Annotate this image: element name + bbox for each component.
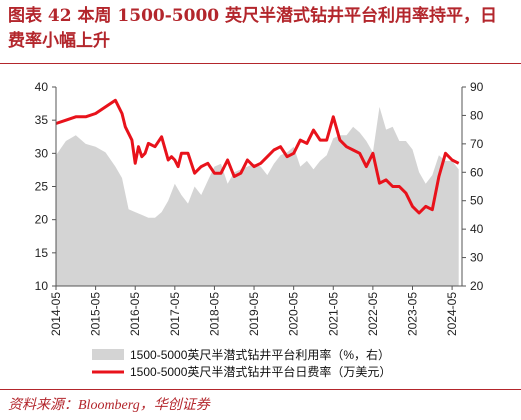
right-tick-label: 40: [470, 222, 484, 236]
x-tick-label: 2017-05: [168, 292, 182, 336]
x-tick-label: 2024-05: [445, 292, 459, 336]
right-tick-label: 80: [470, 108, 484, 122]
chart-svg: 10 15 20 25 30 35 40 20 30 40 50 60 70 80 90 2014-05 201…: [35, 80, 484, 379]
x-tick-label: 2019-05: [247, 292, 261, 336]
left-tick-label: 40: [35, 80, 49, 94]
left-tick-label: 10: [35, 279, 49, 293]
right-tick-label: 90: [470, 80, 484, 94]
source-divider: [0, 389, 521, 390]
right-tick-label: 70: [470, 137, 484, 151]
right-tick-label: 30: [470, 251, 484, 265]
x-tick-label: 2015-05: [89, 292, 103, 336]
x-tick-label: 2020-05: [287, 292, 301, 336]
legend-label-dayrate: 1500-5000英尺半潜式钻井平台日费率（万美元）: [130, 364, 391, 379]
title-divider: [0, 63, 521, 64]
legend-label-utilization: 1500-5000英尺半潜式钻井平台利用率（%，右）: [130, 347, 390, 362]
right-tick-label: 50: [470, 194, 484, 208]
dayrate-line: [55, 98, 460, 215]
left-tick-label: 20: [35, 213, 49, 227]
x-tick-label: 2023-05: [405, 292, 419, 336]
x-tick-label: 2018-05: [207, 292, 221, 336]
right-tick-label: 20: [470, 279, 484, 293]
left-tick-label: 35: [35, 113, 49, 127]
left-tick-label: 15: [35, 246, 49, 260]
axes: 10 15 20 25 30 35 40 20 30 40 50 60 70 80 90 2014-05 201…: [35, 80, 484, 336]
x-tick-label: 2021-05: [326, 292, 340, 336]
source-note: 资料来源：Bloomberg，华创证券: [8, 398, 210, 413]
right-tick-label: 60: [470, 165, 484, 179]
x-tick-label: 2022-05: [366, 292, 380, 336]
left-tick-label: 30: [35, 146, 49, 160]
legend-area-swatch: [92, 349, 124, 360]
left-tick-label: 25: [35, 180, 49, 194]
utilization-area: [56, 106, 459, 287]
x-tick-label: 2014-05: [49, 292, 63, 336]
legend: 1500-5000英尺半潜式钻井平台利用率（%，右） 1500-5000英尺半潜…: [92, 347, 391, 379]
figure-title: 图表 42 本周 1500-5000 英尺半潜式钻井平台利用率持平，日费率小幅上…: [8, 6, 498, 51]
plot-area: [55, 98, 460, 287]
x-tick-label: 2016-05: [128, 292, 142, 336]
